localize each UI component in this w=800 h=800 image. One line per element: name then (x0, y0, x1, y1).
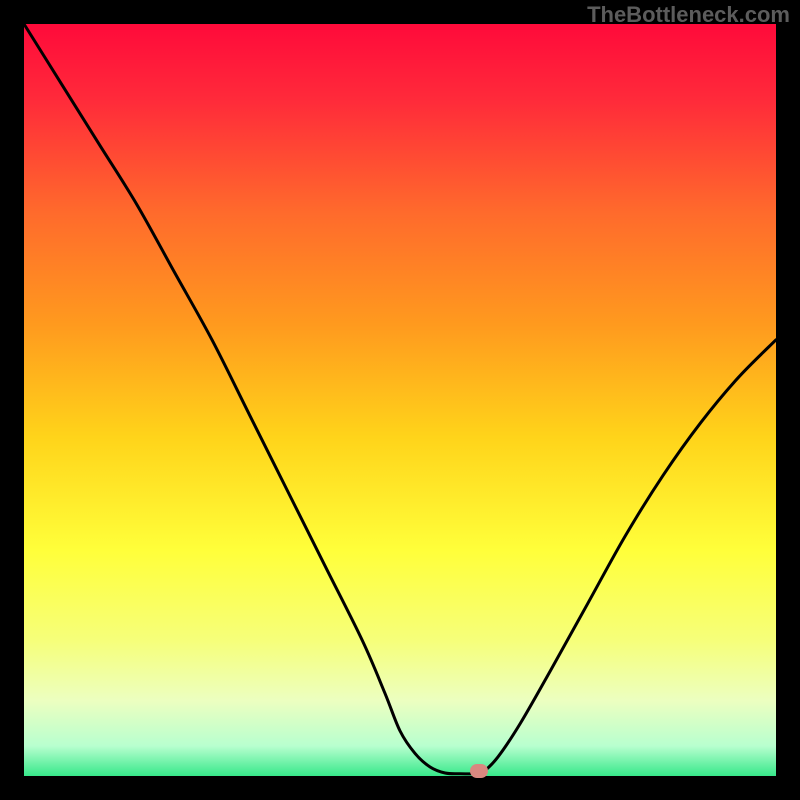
chart-container: TheBottleneck.com (0, 0, 800, 800)
attribution-text: TheBottleneck.com (587, 2, 790, 28)
minimum-marker (470, 764, 488, 778)
bottleneck-curve (0, 0, 800, 800)
bottleneck-curve-path (24, 24, 776, 774)
